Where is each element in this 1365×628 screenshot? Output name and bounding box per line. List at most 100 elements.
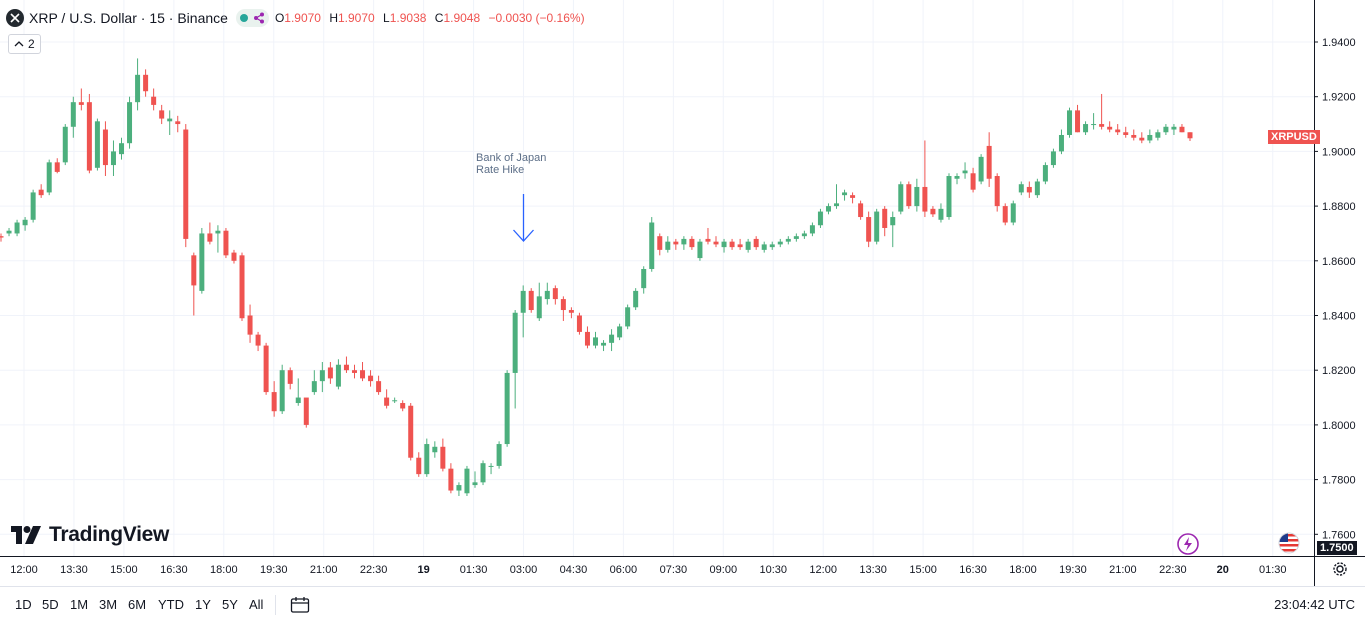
x-tick-label: 18:00 xyxy=(210,564,238,576)
candle-body xyxy=(456,485,462,491)
candle-body xyxy=(159,110,165,119)
x-tick-label: 16:30 xyxy=(160,564,188,576)
timeframe-1y-button[interactable]: 1Y xyxy=(195,597,211,612)
candle-body xyxy=(1187,132,1193,139)
candle-body xyxy=(1099,124,1105,127)
candle-body xyxy=(1107,126,1113,130)
x-tick-label: 13:30 xyxy=(859,564,887,576)
candle-body xyxy=(938,208,944,220)
symbol-title[interactable]: XRP / U.S. Dollar · 15 · Binance xyxy=(29,10,228,26)
candle-body xyxy=(472,482,478,486)
candle-body xyxy=(584,331,590,346)
candle-body xyxy=(946,176,952,218)
candle-body xyxy=(568,310,574,313)
candle-body xyxy=(609,334,615,343)
candle-body xyxy=(922,186,928,212)
candlestick-chart[interactable]: 1.7600 1.7800 1.8000 1.8200 1.8400 1.8600 1.88… xyxy=(0,0,1365,586)
timeframe-ytd-button[interactable]: YTD xyxy=(158,597,184,612)
candle-body xyxy=(335,364,341,387)
candle-body xyxy=(1139,137,1145,141)
indicators-toggle-button[interactable]: 2 xyxy=(8,34,41,54)
utc-clock[interactable]: 23:04:42 UTC xyxy=(1274,597,1355,612)
candle-body xyxy=(729,241,735,248)
y-tick-label: 1.8800 xyxy=(1322,201,1356,213)
ohlc-values: O1.9070 H1.9070 L1.9038 C1.9048 −0.0030 … xyxy=(274,11,585,25)
candle-body xyxy=(1010,203,1016,223)
timeframe-5d-button[interactable]: 5D xyxy=(42,597,59,612)
candle-body xyxy=(143,74,149,92)
y-tick-label: 1.8400 xyxy=(1322,311,1356,323)
timeframe-1m-button[interactable]: 1M xyxy=(70,597,89,612)
us-flag-icon[interactable] xyxy=(1278,532,1300,559)
candle-body xyxy=(1123,132,1129,135)
candle-body xyxy=(384,397,390,406)
candle-body xyxy=(199,233,205,291)
candle-body xyxy=(512,312,518,373)
candle-body xyxy=(970,173,976,190)
annotation-arrow-down-icon xyxy=(513,229,534,242)
candle-body xyxy=(1018,184,1024,193)
market-status-pill[interactable] xyxy=(235,9,269,27)
timeframe-5y-button[interactable]: 5Y xyxy=(222,597,238,612)
x-tick-label: 19:30 xyxy=(1059,564,1087,576)
candle-body xyxy=(54,162,60,172)
candle-body xyxy=(110,151,116,166)
candle-body xyxy=(745,241,751,250)
candle-body xyxy=(38,189,44,196)
candle-body xyxy=(223,230,229,256)
candle-body xyxy=(22,219,28,226)
candle-body xyxy=(1034,181,1040,196)
candle-body xyxy=(46,162,52,193)
x-tick-label: 18:00 xyxy=(1009,564,1037,576)
candle-body xyxy=(681,238,687,245)
candle-body xyxy=(1147,134,1153,141)
symbol-price-tag: XRPUSD xyxy=(1268,130,1320,144)
candle-body xyxy=(858,203,864,218)
candle-body xyxy=(78,102,84,105)
candle-body xyxy=(825,206,831,212)
candle-body xyxy=(560,299,566,311)
candle-body xyxy=(520,290,526,313)
x-tick-label: 21:00 xyxy=(310,564,338,576)
candle-body xyxy=(665,241,671,250)
candle-body xyxy=(368,375,374,382)
candle-body xyxy=(882,208,888,228)
candle-body xyxy=(761,244,767,250)
candle-body xyxy=(504,372,510,445)
open-value: 1.9070 xyxy=(284,11,321,25)
candle-body xyxy=(392,400,398,402)
candle-body xyxy=(247,315,253,335)
candle-body xyxy=(898,184,904,212)
date-range-calendar-icon[interactable] xyxy=(290,596,310,619)
toolbar-divider xyxy=(275,595,276,615)
candle-body xyxy=(930,208,936,215)
candle-body xyxy=(215,230,221,234)
chart-settings-gear-icon[interactable] xyxy=(1332,561,1348,582)
candle-body xyxy=(135,74,141,103)
timeframe-6m-button[interactable]: 6M xyxy=(128,597,147,612)
candle-body xyxy=(850,195,856,198)
x-tick-label: 22:30 xyxy=(1159,564,1187,576)
x-tick-label: 13:30 xyxy=(60,564,88,576)
candle-body xyxy=(1042,165,1048,182)
timeframe-3m-button[interactable]: 3M xyxy=(99,597,118,612)
timeframe-all-button[interactable]: All xyxy=(249,597,264,612)
timeframe-1d-button[interactable]: 1D xyxy=(15,597,32,612)
candle-body xyxy=(343,364,349,371)
candle-body xyxy=(207,233,213,242)
indicator-count: 2 xyxy=(28,37,35,51)
candle-body xyxy=(464,468,470,494)
candle-body xyxy=(14,222,20,234)
candle-body xyxy=(528,290,534,311)
candle-body xyxy=(1171,126,1177,130)
x-tick-label: 12:00 xyxy=(809,564,837,576)
replay-lightning-icon[interactable] xyxy=(1176,532,1200,561)
candle-body xyxy=(801,233,807,237)
tradingview-logo[interactable]: TradingView xyxy=(11,523,169,547)
candle-body xyxy=(737,244,743,248)
candle-body xyxy=(890,217,896,226)
candle-body xyxy=(1179,126,1185,133)
candle-body xyxy=(119,143,125,155)
candle-body xyxy=(1026,186,1032,193)
candle-body xyxy=(593,337,598,346)
